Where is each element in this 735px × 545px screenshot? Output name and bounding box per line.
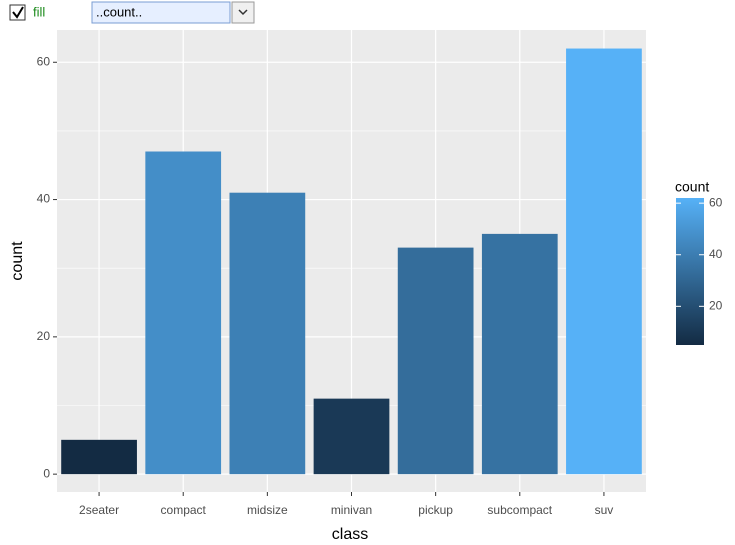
dropdown[interactable] bbox=[91, 1, 231, 24]
legend-title: count bbox=[675, 179, 709, 195]
y-tick-label: 60 bbox=[37, 54, 51, 68]
chevron bbox=[238, 9, 248, 16]
x-tick-label: subcompact bbox=[487, 503, 552, 517]
x-axis-title: class bbox=[332, 526, 368, 543]
x-tick-label: minivan bbox=[331, 503, 372, 517]
dropdown-button[interactable] bbox=[231, 1, 255, 24]
bar bbox=[229, 192, 306, 475]
legend-tick-label: 60 bbox=[709, 195, 723, 209]
y-tick-label: 20 bbox=[37, 329, 51, 343]
x-tick-label: pickup bbox=[418, 503, 453, 517]
y-tick-label: 0 bbox=[43, 466, 50, 480]
toolbar: fill ..count.. bbox=[9, 1, 255, 24]
y-tick-label: 40 bbox=[37, 192, 51, 206]
bar bbox=[397, 247, 474, 475]
checkbox-label: fill bbox=[33, 4, 45, 19]
colorbar bbox=[676, 198, 704, 345]
x-tick-label: 2seater bbox=[79, 503, 119, 517]
legend-tick-label: 20 bbox=[709, 298, 723, 312]
x-tick-label: midsize bbox=[247, 503, 288, 517]
legend-tick-label: 40 bbox=[709, 247, 723, 261]
dropdown-value: ..count.. bbox=[96, 4, 142, 19]
check-mark bbox=[12, 6, 24, 19]
bar bbox=[566, 48, 642, 475]
bar bbox=[145, 151, 222, 475]
x-tick-label: compact bbox=[161, 503, 207, 517]
bar bbox=[313, 398, 390, 475]
y-axis-title: count bbox=[9, 241, 26, 281]
x-tick-label: suv bbox=[595, 503, 614, 517]
bar bbox=[481, 233, 558, 475]
bar bbox=[61, 439, 137, 475]
